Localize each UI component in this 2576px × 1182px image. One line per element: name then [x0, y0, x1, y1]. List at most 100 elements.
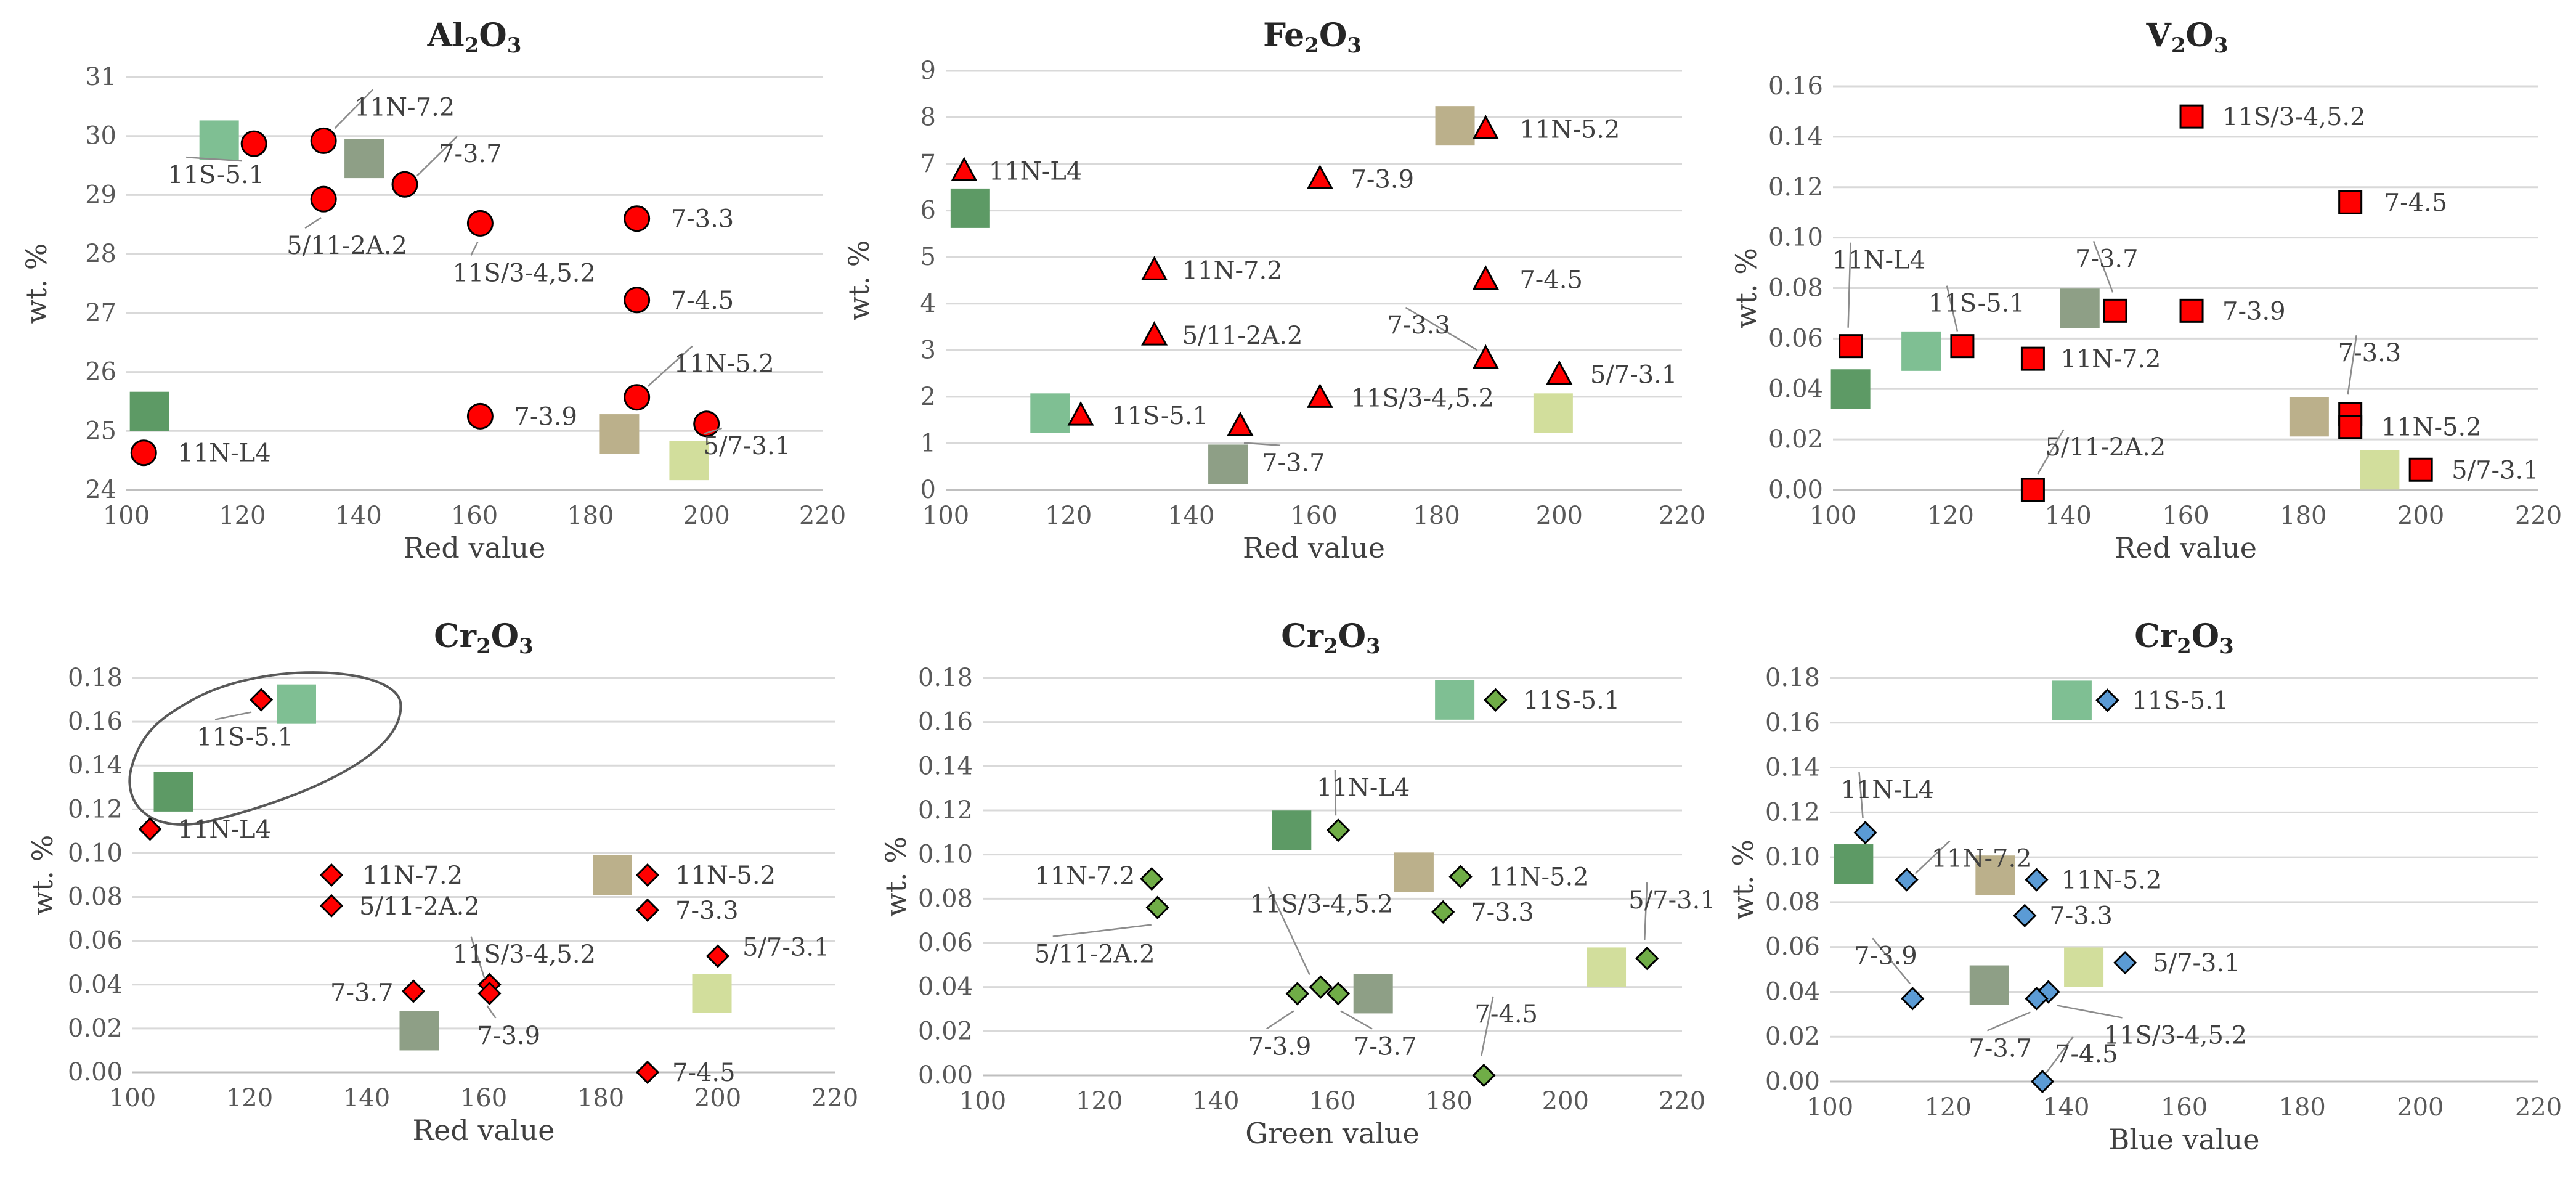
point-label: 7-3.3	[675, 897, 739, 925]
chart-panel-4: 0.00 0.02 0.04 0.06 0.08 0.10 0.12 0.14 0.16 0.18…	[26, 617, 858, 1147]
data-point	[310, 185, 337, 213]
y-axis-label: wt. %	[1729, 248, 1763, 328]
point-label: 7-4.5	[2055, 1040, 2118, 1069]
y-tick-label: 0.14	[1768, 123, 1823, 151]
point-label: 7-3.7	[330, 979, 394, 1007]
point-label: 7-4.5	[1519, 266, 1583, 294]
y-tick-label: 29	[85, 181, 116, 209]
point-label: 11S/3-4,5.2	[1351, 384, 1494, 412]
y-tick-label: 0.12	[68, 795, 123, 823]
chart-panel-2: 0 1 2 3 4 5 6 7 8 9 100 120 140 160 180 200 220 Fe2O3 Red …	[842, 17, 1705, 565]
point-label: 5/7-3.1	[704, 432, 791, 460]
x-tick-label: 100	[1810, 502, 1856, 530]
data-point	[138, 817, 162, 841]
label-leader	[334, 89, 374, 129]
point-label: 5/11-2A.2	[2045, 433, 2166, 462]
x-tick-label: 120	[226, 1084, 273, 1112]
point-label: 11S/3-4,5.2	[1250, 891, 1394, 919]
point-label: 5/7-3.1	[2452, 456, 2539, 484]
x-tick-label: 140	[1168, 502, 1214, 530]
label-leader	[186, 156, 242, 162]
x-tick-label: 160	[1290, 502, 1337, 530]
y-tick-label: 0.02	[1765, 1022, 1820, 1051]
point-label: 11N-5.2	[674, 350, 774, 378]
y-tick-label: 0.08	[1768, 274, 1823, 303]
color-swatch	[1394, 852, 1434, 892]
data-point	[951, 157, 978, 181]
x-tick-label: 220	[2515, 502, 2562, 530]
y-tick-label: 0.14	[68, 751, 123, 780]
point-label: 11N-5.2	[1489, 863, 1589, 892]
chart-panel-5: 0.00 0.02 0.04 0.06 0.08 0.10 0.12 0.14 0.16 0.18…	[879, 617, 1716, 1150]
y-tick-label: 0.00	[1765, 1067, 1820, 1096]
point-label: 11S-5.1	[168, 161, 264, 189]
label-leader	[1052, 924, 1152, 937]
point-label: 11N-7.2	[1034, 862, 1135, 891]
data-point	[2025, 868, 2049, 892]
y-tick-label: 0.12	[1765, 798, 1820, 826]
y-tick-label: 0.02	[1768, 425, 1823, 454]
x-tick-label: 200	[683, 502, 729, 530]
data-point	[1145, 895, 1169, 919]
point-label: 7-4.5	[672, 1059, 736, 1087]
color-swatch	[1435, 106, 1475, 146]
y-tick-label: 24	[85, 476, 116, 504]
y-tick-label: 0.04	[918, 973, 973, 1001]
y-tick-label: 0.18	[1765, 664, 1820, 692]
label-leader	[704, 427, 723, 434]
data-point	[1839, 334, 1863, 359]
x-axis-label: Red value	[404, 531, 546, 565]
data-point	[391, 171, 418, 198]
y-tick-label: 27	[85, 299, 116, 327]
data-point	[1141, 321, 1168, 346]
label-leader	[1340, 1010, 1373, 1030]
color-swatch	[1975, 855, 2015, 895]
y-tick-label: 0.16	[68, 707, 123, 736]
x-tick-label: 140	[343, 1084, 390, 1112]
data-point	[624, 205, 651, 232]
y-axis-label: wt. %	[842, 240, 876, 321]
data-point	[466, 210, 494, 237]
point-label: 7-3.7	[439, 140, 502, 168]
data-point	[1472, 1063, 1496, 1088]
label-leader	[1858, 772, 1864, 818]
label-leader	[214, 711, 252, 720]
y-tick-label: 2	[920, 383, 936, 411]
data-point	[1067, 401, 1094, 426]
point-label: 7-3.7	[1969, 1034, 2032, 1062]
point-label: 5/11-2A.2	[1182, 322, 1303, 350]
label-leader	[1986, 1011, 2031, 1032]
color-swatch	[344, 139, 384, 179]
y-tick-label: 6	[920, 197, 936, 225]
x-tick-label: 220	[1659, 1087, 1705, 1115]
data-point	[2338, 415, 2363, 439]
y-tick-label: 5	[920, 243, 936, 271]
data-point	[624, 384, 651, 411]
color-swatch	[1435, 680, 1475, 720]
y-tick-label: 0.00	[918, 1061, 973, 1090]
point-label: 7-3.7	[1262, 449, 1325, 478]
data-point	[2103, 298, 2127, 323]
point-label: 7-3.9	[1248, 1032, 1312, 1061]
label-leader	[1872, 937, 1911, 985]
y-tick-label: 0.10	[68, 839, 123, 867]
data-point	[310, 127, 337, 154]
point-label: 7-4.5	[671, 287, 734, 315]
label-leader	[486, 1005, 497, 1019]
point-label: 7-3.9	[1351, 165, 1414, 194]
y-tick-label: 4	[920, 290, 936, 318]
y-tick-label: 0.04	[1768, 375, 1823, 403]
x-tick-label: 160	[451, 502, 498, 530]
y-tick-label: 25	[85, 417, 116, 445]
point-label: 11N-L4	[1841, 776, 1934, 804]
color-swatch	[199, 120, 239, 160]
data-point	[2179, 104, 2204, 129]
color-swatch	[669, 441, 709, 481]
color-swatch	[1272, 810, 1312, 850]
x-tick-label: 140	[335, 502, 381, 530]
chart-title: Fe2O3	[1263, 17, 1362, 58]
label-leader	[2057, 1005, 2123, 1019]
label-leader	[1481, 996, 1494, 1056]
y-tick-label: 0	[920, 476, 936, 504]
point-label: 11N-L4	[177, 439, 270, 468]
